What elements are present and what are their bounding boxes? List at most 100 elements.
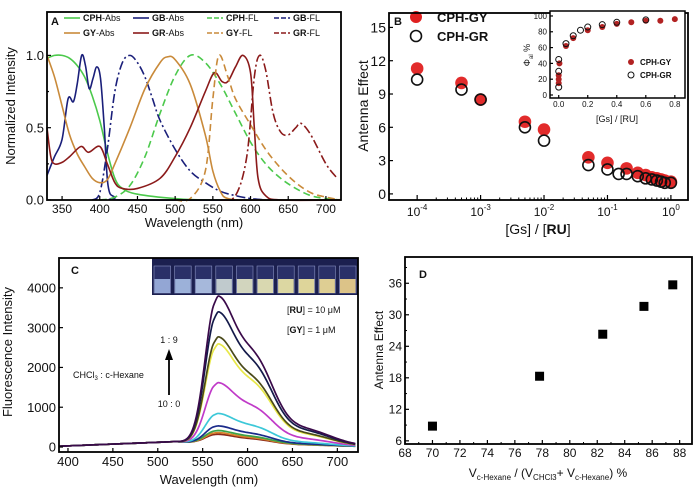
panel-b-point-cph-gr [410,73,424,86]
inset-legend-marker-cph-gr [627,71,635,79]
panel-b-ytick-label: 0 [378,186,386,202]
inset-point-cph-gr [584,23,592,31]
panel-c-ytick-label: 4000 [27,281,56,296]
panel-b-point-cph-gr [658,176,672,190]
vial-solution [257,279,274,293]
panel-b-point-cph-gr [455,83,468,96]
vial-solution [278,279,294,293]
panel-a-xlabel: Wavelength (nm) [145,215,244,230]
legend-marker-cph-gr [409,29,423,43]
inset-point-cph-gr [598,21,606,29]
panel-b-ytick-label: 6 [378,119,386,135]
panel-b-point-cph-gy [537,123,551,136]
panel-d-ytick-label: 12 [389,403,403,417]
panel-c-xtick-label: 500 [147,454,169,469]
panel-d-point [598,329,608,339]
panel-c-xtick-label: 650 [282,454,304,469]
vial-solution [236,279,253,293]
panel-d-ylabel: Antenna Effect [372,310,386,389]
panel-b-xtick-label: 10-4 [407,203,428,219]
panel-a-legend-label: CPH-Abs [83,13,121,23]
panel-a-legend-label: GY-Abs [83,28,115,38]
panel-c-xtick-label: 700 [326,454,348,469]
inset-point-cph-gr [569,32,577,40]
panel-b-ytick-label: 3 [378,153,386,169]
panel-c-ytick-label: 0 [49,440,56,455]
inset-point-cph-gr [642,16,650,24]
panel-c-xtick-label: 600 [237,454,259,469]
inset-point-cph-gr [555,83,563,91]
panel-a-series-gr-fl [220,54,338,202]
inset-ytick-label: 0 [543,91,548,100]
panel-a-xtick-label: 500 [165,202,185,216]
vial-solution [319,279,335,293]
vial-photo [152,258,358,295]
inset-ytick-label: 60 [538,43,547,52]
panel-d-ytick-label: 18 [389,371,403,385]
inset-ylabel: Φal % [522,44,535,66]
ratio-bottom-label: 10 : 0 [158,399,181,409]
panel-a-series-gy-abs [46,55,342,201]
inset-xlabel: [Gs] / [RU] [596,114,638,124]
panel-c-letter: C [71,265,79,277]
panel-a-ytick-label: 0.5 [26,120,44,135]
inset-point-cph-gr [555,67,563,75]
panel-a-frame [46,11,342,201]
panel-b-point-cph-gr [518,121,532,134]
panel-b-point-cph-gr [474,93,487,106]
panel-d-xtick-label: 78 [536,446,550,460]
panel-a-legend-label: GB-Abs [152,13,185,23]
panel-c-xtick-label: 400 [57,454,79,469]
panel-d-point [668,280,678,290]
panel-a-series-gr-abs [46,54,342,202]
inset-point-cph-gy [657,17,664,24]
panel-b-point-cph-gy [410,62,424,75]
panel-a-ylabel: Normalized Intensity [3,47,18,165]
inset-ytick-label: 40 [538,59,547,68]
panel-d-xtick-label: 70 [426,446,440,460]
panel-d-letter: D [419,269,427,281]
inset-point-cph-gy [599,24,606,31]
panel-b-point-cph-gr [601,163,614,176]
panel-b-xtick-label: 10-1 [597,203,618,219]
panel-d-ytick-label: 36 [389,277,403,291]
panel-d-xtick-label: 72 [453,446,467,460]
panel-d-frame [404,256,693,445]
panel-d-xlabel: Vc-Hexane / (VCHCl3+ Vc-Hexane) % [469,466,628,482]
panel-a-series-gy-fl [175,54,342,202]
panel-d-point [427,421,437,431]
panel-b-ylabel: Antenna Effect [355,60,371,152]
chart-marks: CPH-Abs GB-Abs CPH-FL GB-FL GY-Abs GR-Abs GY-F… [26,10,693,469]
panel-c-ytick-label: 3000 [27,320,56,335]
inset-point-cph-gr [613,18,621,26]
panel-a-legend-label: CPH-FL [226,13,259,23]
panel-b-point-cph-gr [631,169,645,183]
panel-d-point [535,371,545,381]
ru-concentration: [RU] = 10 μM [287,305,340,315]
inset-xtick-label: 0.0 [553,100,565,109]
panel-c-frame [58,257,359,453]
inset-point-cph-gy [628,19,635,26]
inset-frame [549,10,686,99]
panel-a-xtick-label: 350 [52,202,72,216]
panel-a-ytick-label: 0.0 [26,193,44,208]
panel-c-ytick-label: 2000 [27,360,56,375]
inset-legend-label-cph-gr: CPH-GR [640,71,672,80]
vial-solution [339,279,356,293]
panel-a-legend-label: GB-FL [293,13,320,23]
solvent-ratio-label: CHCl3 : c-Hexane [73,370,144,382]
panel-c-xtick-label: 450 [102,454,124,469]
panel-a-legend-label: GR-Abs [152,28,185,38]
panel-a-series-gb-fl [91,54,266,201]
inset-ytick-label: 80 [538,28,547,37]
panel-b-letter: B [394,16,402,28]
panel-a-legend-label: GR-FL [293,28,320,38]
panel-b-point-cph-gr [664,176,678,190]
legend-marker-cph-gy [410,11,422,23]
inset-point-cph-gy [570,35,577,42]
panel-b-point-cph-gr [582,158,595,172]
inset-xtick-label: 0.6 [640,100,652,109]
inset-legend-label-cph-gy: CPH-GY [640,58,672,67]
panel-a-xtick-label: 550 [203,202,223,216]
